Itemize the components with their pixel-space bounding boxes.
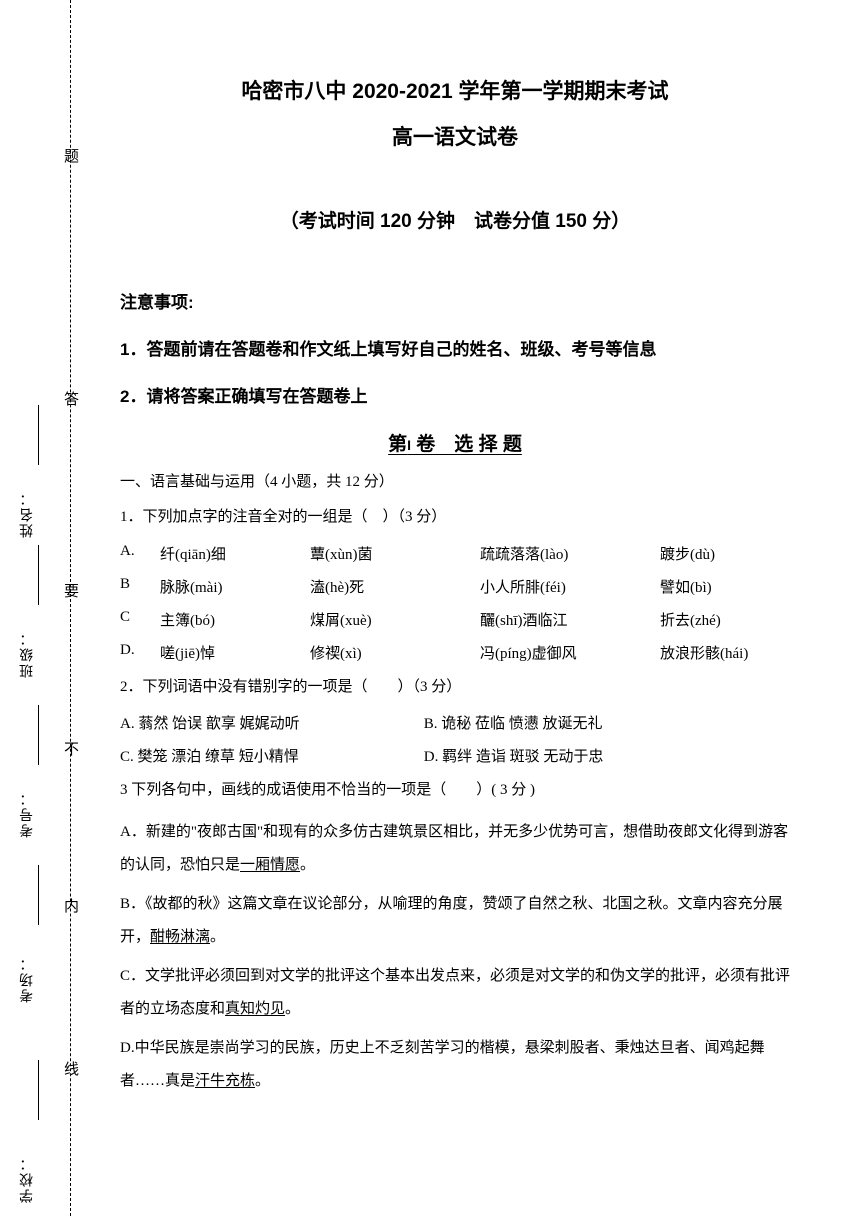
exam-info: （考试时间 120 分钟 试卷分值 150 分） (120, 206, 790, 233)
q3-stem: 3 下列各句中，画线的成语使用不恰当的一项是（ ）( 3 分 ) (120, 778, 790, 804)
q3-b-post: 。 (210, 929, 225, 945)
opt-text: 溘(hè)死 (310, 576, 480, 597)
opt-label: B (120, 576, 160, 597)
section-title: 第I 卷 选 择 题 (120, 429, 790, 456)
notice-item-1: 1．答题前请在答题卷和作文纸上填写好自己的姓名、班级、考号等信息 (120, 335, 790, 360)
q3-a-post: 。 (300, 857, 315, 873)
opt-label: C (120, 609, 160, 630)
opt-text: 冯(píng)虚御风 (480, 642, 660, 663)
side-label: 考号： (18, 790, 38, 838)
opt-text: 釃(shī)酒临江 (480, 609, 660, 630)
q2-option-a: A. 蓊然 饴误 歆享 娓娓动听 (120, 712, 420, 733)
q1-stem: 1．下列加点字的注音全对的一组是（ ）（3 分） (120, 505, 790, 531)
side-label: 考场： (18, 955, 38, 1003)
side-label: 姓名： (18, 490, 38, 538)
opt-text: 煤屑(xuè) (310, 609, 480, 630)
opt-text: 纤(qiān)细 (160, 543, 310, 564)
binding-char: 要 (64, 580, 79, 601)
q2-row-1: A. 蓊然 饴误 歆享 娓娓动听 B. 诡秘 莅临 愤懑 放诞无礼 (120, 712, 790, 733)
opt-text: 蕈(xùn)菌 (310, 543, 480, 564)
q1-option-b: B 脉脉(mài) 溘(hè)死 小人所腓(féi) 譬如(bì) (120, 576, 790, 597)
notice-item-2: 2．请将答案正确填写在答题卷上 (120, 382, 790, 407)
q3-c-post: 。 (285, 1001, 300, 1017)
exam-title-line1: 哈密市八中 2020-2021 学年第一学期期末考试 (120, 75, 790, 105)
side-label: 班级： (18, 630, 38, 678)
section-title-pre: 第 (388, 434, 407, 455)
q2-row-2: C. 樊笼 漂泊 缭草 短小精悍 D. 羁绊 造诣 斑驳 无动于忠 (120, 745, 790, 766)
side-fill-line (38, 865, 39, 925)
q2-stem: 2．下列词语中没有错别字的一项是（ ）（3 分） (120, 675, 790, 701)
opt-text: 疏疏落落(lào) (480, 543, 660, 564)
side-fill-line (38, 1060, 39, 1120)
q2-option-d: D. 羁绊 造诣 斑驳 无动于忠 (424, 749, 604, 765)
q3-d-post: 。 (255, 1073, 270, 1089)
q3-b-underline: 酣畅淋漓 (150, 929, 210, 945)
page-content: 哈密市八中 2020-2021 学年第一学期期末考试 高一语文试卷 （考试时间 … (120, 75, 790, 1104)
opt-text: 嗟(jiē)悼 (160, 642, 310, 663)
side-fill-line (38, 705, 39, 765)
binding-char: 题 (64, 145, 79, 166)
binding-char: 答 (64, 388, 79, 409)
q1-options: A. 纤(qiān)细 蕈(xùn)菌 疏疏落落(lào) 踱步(dù) B 脉… (120, 543, 790, 663)
opt-text: 譬如(bì) (660, 576, 790, 597)
q3-a-pre: A．新建的"夜郎古国"和现有的众多仿古建筑景区相比，并无多少优势可言，想借助夜郎… (120, 824, 788, 873)
notice-heading: 注意事项: (120, 288, 790, 313)
opt-text: 小人所腓(féi) (480, 576, 660, 597)
binding-char: 线 (64, 1058, 79, 1079)
q3-d-underline: 汗牛充栋 (195, 1073, 255, 1089)
opt-text: 踱步(dù) (660, 543, 790, 564)
q1-option-a: A. 纤(qiān)细 蕈(xùn)菌 疏疏落落(lào) 踱步(dù) (120, 543, 790, 564)
binding-char: 不 (64, 738, 79, 759)
opt-label: D. (120, 642, 160, 663)
q1-option-d: D. 嗟(jiē)悼 修禊(xì) 冯(píng)虚御风 放浪形骸(hái) (120, 642, 790, 663)
exam-title-line2: 高一语文试卷 (120, 121, 790, 151)
q3-option-d: D.中华民族是崇尚学习的民族，历史上不乏刻苦学习的楷模，悬梁刺股者、秉烛达旦者、… (120, 1032, 790, 1098)
side-label: 学校： (18, 1155, 38, 1203)
section-title-post: 卷 选 择 题 (411, 434, 522, 455)
binding-char: 内 (64, 895, 79, 916)
side-fill-line (38, 545, 39, 605)
opt-text: 脉脉(mài) (160, 576, 310, 597)
opt-text: 修禊(xì) (310, 642, 480, 663)
opt-text: 放浪形骸(hái) (660, 642, 790, 663)
subsection-heading: 一、语言基础与运用（4 小题，共 12 分） (120, 470, 790, 491)
q3-a-underline: 一厢情愿 (240, 857, 300, 873)
binding-dashed-line (70, 0, 110, 1216)
side-fill-line (38, 405, 39, 465)
q3-option-a: A．新建的"夜郎古国"和现有的众多仿古建筑景区相比，并无多少优势可言，想借助夜郎… (120, 816, 790, 882)
q3-c-pre: C．文学批评必须回到对文学的批评这个基本出发点来，必须是对文学的和伪文学的批评，… (120, 968, 790, 1017)
q3-option-b: B．《故都的秋》这篇文章在议论部分，从喻理的角度，赞颂了自然之秋、北国之秋。文章… (120, 888, 790, 954)
q2-option-c: C. 樊笼 漂泊 缭草 短小精悍 (120, 745, 420, 766)
opt-text: 主簿(bó) (160, 609, 310, 630)
q1-option-c: C 主簿(bó) 煤屑(xuè) 釃(shī)酒临江 折去(zhé) (120, 609, 790, 630)
opt-label: A. (120, 543, 160, 564)
q3-c-underline: 真知灼见 (225, 1001, 285, 1017)
opt-text: 折去(zhé) (660, 609, 790, 630)
q3-option-c: C．文学批评必须回到对文学的批评这个基本出发点来，必须是对文学的和伪文学的批评，… (120, 960, 790, 1026)
q2-option-b: B. 诡秘 莅临 愤懑 放诞无礼 (424, 716, 603, 732)
